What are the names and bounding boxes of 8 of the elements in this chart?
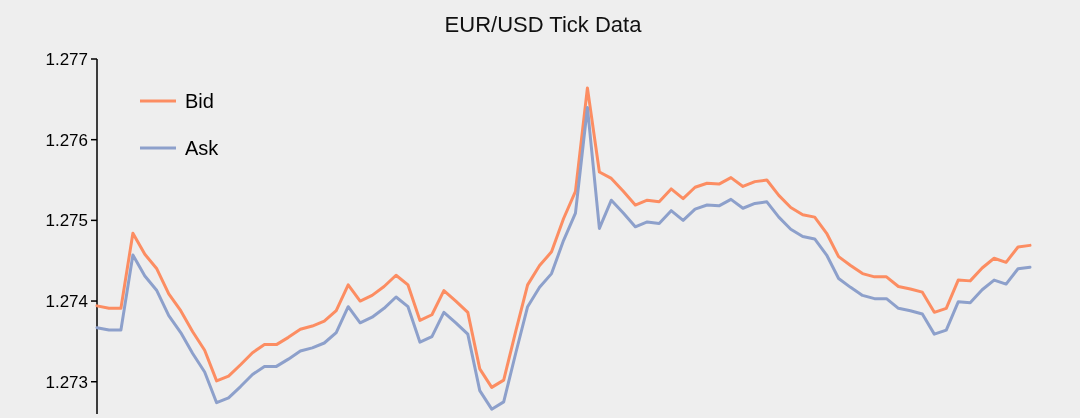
y-tick-label: 1.277 [45, 49, 88, 69]
y-tick-label: 1.275 [45, 211, 88, 231]
y-tick-label: 1.274 [45, 292, 88, 311]
legend-label: Bid [185, 90, 214, 112]
legend-label: Ask [185, 137, 220, 159]
y-tick-label: 1.276 [45, 130, 88, 150]
y-tick-label: 1.273 [45, 372, 88, 392]
chart-title: EUR/USD Tick Data [444, 12, 643, 37]
